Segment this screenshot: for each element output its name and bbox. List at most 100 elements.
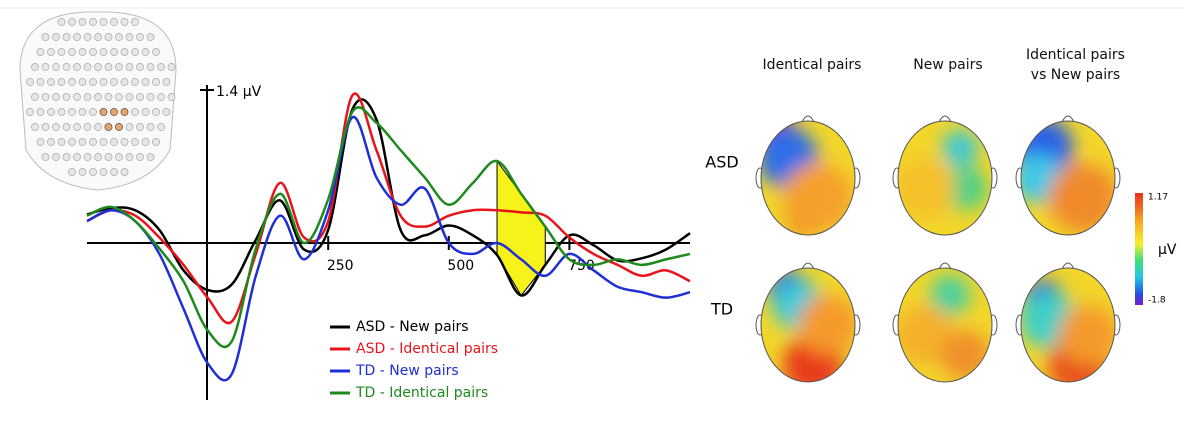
electrode	[163, 78, 170, 85]
electrode	[58, 18, 65, 25]
blob	[1048, 163, 1118, 233]
colorbar-label: µV	[1158, 242, 1177, 258]
electrode	[94, 153, 101, 160]
electrode	[115, 123, 122, 130]
electrode	[94, 93, 101, 100]
electrode	[147, 63, 154, 70]
electrode	[94, 33, 101, 40]
electrode	[84, 123, 91, 130]
electrode	[84, 33, 91, 40]
electrode	[147, 93, 154, 100]
electrode	[121, 18, 128, 25]
electrode	[31, 123, 38, 130]
row-label: TD	[710, 300, 733, 319]
electrode	[79, 48, 86, 55]
legend-label: TD - Identical pairs	[355, 385, 488, 401]
electrode	[152, 48, 159, 55]
electrode	[68, 78, 75, 85]
series-line	[87, 94, 690, 324]
electrode	[79, 18, 86, 25]
electrode	[121, 78, 128, 85]
electrode	[121, 138, 128, 145]
electrode	[142, 48, 149, 55]
electrode	[157, 123, 164, 130]
topomap	[895, 118, 995, 238]
electrode	[63, 153, 70, 160]
electrode	[42, 33, 49, 40]
electrode	[73, 33, 80, 40]
electrode	[131, 108, 138, 115]
electrode	[100, 48, 107, 55]
electrode	[68, 168, 75, 175]
electrode	[121, 168, 128, 175]
electrode	[84, 93, 91, 100]
electrode	[126, 33, 133, 40]
electrode	[100, 168, 107, 175]
electrode	[37, 48, 44, 55]
electrode	[42, 93, 49, 100]
electrode	[110, 78, 117, 85]
blob	[940, 330, 990, 380]
electrode	[58, 78, 65, 85]
electrode	[31, 63, 38, 70]
electrode	[100, 78, 107, 85]
electrode	[58, 48, 65, 55]
electrode	[157, 63, 164, 70]
blobs	[1013, 118, 1118, 233]
electrode	[100, 138, 107, 145]
electrode	[105, 33, 112, 40]
electrode	[105, 123, 112, 130]
blob	[895, 158, 955, 218]
electrode	[142, 108, 149, 115]
electrode	[73, 153, 80, 160]
electrode	[163, 108, 170, 115]
electrode	[37, 108, 44, 115]
electrode	[68, 18, 75, 25]
topomap	[1013, 118, 1118, 238]
electrode	[115, 63, 122, 70]
electrode	[89, 108, 96, 115]
electrode	[47, 138, 54, 145]
electrode	[121, 108, 128, 115]
legend-label: TD - New pairs	[355, 363, 459, 379]
x-tick-label: 250	[327, 258, 354, 274]
electrode	[157, 93, 164, 100]
electrode	[131, 48, 138, 55]
electrode	[152, 78, 159, 85]
column-title: Identical pairs	[752, 55, 872, 75]
electrode	[63, 63, 70, 70]
electrode	[147, 123, 154, 130]
electrode	[152, 108, 159, 115]
x-tick-label: 500	[447, 258, 474, 274]
electrode	[79, 168, 86, 175]
electrode	[31, 93, 38, 100]
blob	[798, 295, 858, 355]
electrode	[131, 78, 138, 85]
electrode	[126, 123, 133, 130]
electrode	[126, 93, 133, 100]
electrode	[136, 123, 143, 130]
electrode	[79, 138, 86, 145]
electrode	[168, 93, 175, 100]
electrode	[94, 63, 101, 70]
electrode	[100, 108, 107, 115]
electrode	[136, 153, 143, 160]
electrode	[58, 138, 65, 145]
electrode	[142, 138, 149, 145]
blob	[1058, 305, 1118, 365]
electrode	[110, 108, 117, 115]
electrode	[110, 168, 117, 175]
colorbar-min: -1.8	[1148, 296, 1166, 306]
colorbar-max: 1.17	[1148, 193, 1168, 203]
electrode	[136, 63, 143, 70]
electrode	[79, 108, 86, 115]
electrode	[131, 18, 138, 25]
electrode	[84, 63, 91, 70]
electrode	[142, 78, 149, 85]
electrode	[94, 123, 101, 130]
electrode	[110, 18, 117, 25]
legend-label: ASD - Identical pairs	[356, 341, 498, 357]
topomap	[756, 116, 858, 238]
electrode	[73, 93, 80, 100]
electrode	[126, 63, 133, 70]
